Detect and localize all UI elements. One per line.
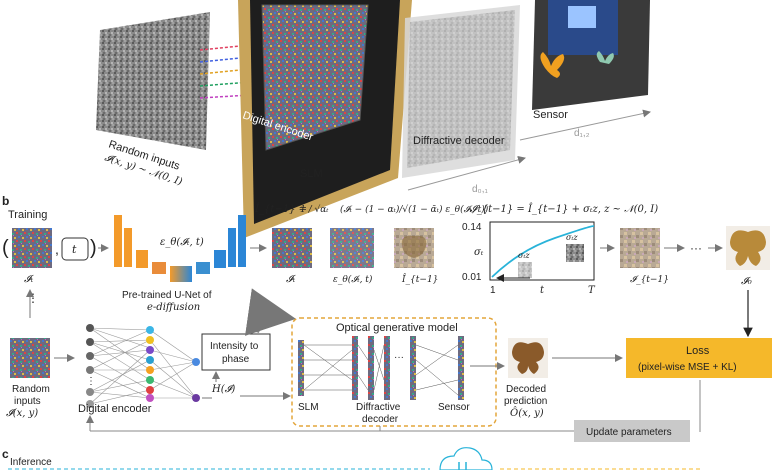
diffractive-decoder-3d-label: Diffractive decoder	[413, 135, 505, 147]
unet-caption-2: e-diffusion	[147, 302, 200, 313]
cloud-icon	[439, 447, 493, 470]
plot-x1: 1	[490, 285, 496, 296]
comma: ,	[55, 241, 59, 257]
it-label-left: 𝓘ₜ	[24, 274, 34, 285]
ellipsis: ···	[690, 241, 702, 255]
loss-label-1: Loss	[686, 345, 710, 357]
plot-xT: T	[588, 285, 596, 296]
t-box-label: t	[72, 243, 77, 256]
d01-label: d₀,₁	[472, 184, 488, 195]
sigma-curve	[491, 225, 595, 278]
decoded-label-3: Ô(x, y)	[510, 407, 544, 419]
plot-ylabel: σₜ	[474, 247, 484, 258]
t-box	[61, 237, 89, 261]
optical-model-box	[291, 317, 497, 427]
panel-b: b Training ( , t ) 𝓘ₜ ε_θ(𝓘ₜ, t) Pre-tra…	[2, 194, 772, 442]
plot-sigma-z-large: σₜz	[566, 233, 578, 242]
vdots-2: ⋮	[86, 376, 96, 387]
random-inputs-b-3: 𝓘(x, y)	[6, 408, 38, 419]
decoded-label-2: prediction	[504, 396, 547, 407]
loss-label-2: (pixel-wise MSE + KL)	[638, 362, 737, 373]
optical-layers	[298, 336, 464, 400]
random-input-image	[10, 338, 50, 378]
butterfly-i0	[730, 230, 766, 266]
vdots-1: ⋮	[27, 291, 39, 305]
panel-b-letter: b	[2, 194, 9, 208]
optical-sensor-label: Sensor	[438, 402, 470, 413]
sensor-3d-label: Sensor	[533, 109, 568, 121]
butterfly-sensor-1	[540, 52, 565, 78]
unet-caption-1: Pre-trained U-Net of	[122, 290, 212, 301]
unet-eps-label: ε_θ(𝓘ₜ, t)	[160, 237, 204, 248]
slm-3d-label: SLM	[300, 168, 323, 180]
butterfly-ihat	[401, 235, 427, 258]
butterfly-sensor-2	[596, 51, 614, 64]
eq1-frac: 1 / √αₜ	[300, 204, 329, 215]
curved-arrow	[245, 288, 296, 336]
sigma-z-large-patch	[566, 244, 584, 262]
distance-d01-line	[407, 155, 526, 191]
optical-connections	[303, 344, 459, 396]
optical-title: Optical generative model	[336, 322, 458, 334]
diffractive-label-2: decoder	[362, 414, 399, 425]
diffractive-label-1: Diffractive	[356, 402, 401, 413]
img-eps	[330, 228, 374, 268]
eq2: 𝓘_{t−1} = Î_{t−1} + σₜz, z ~ 𝒩(0, I)	[470, 203, 658, 215]
intensity-label-2: phase	[222, 354, 250, 365]
update-parameters-box	[574, 420, 690, 442]
it-minus1-label: 𝓘_{t−1}	[630, 275, 669, 285]
loss-box	[626, 338, 772, 378]
slm-active-area	[261, 4, 369, 151]
plot-ymax: 0.14	[462, 222, 482, 233]
close-paren: )	[90, 237, 97, 259]
eq1-rhs: (𝓘ₜ − (1 − αₜ)/√(1 − ᾱₜ) ε_θ(𝓘ₜ, t))	[340, 204, 489, 215]
i0-label: 𝓘₀	[741, 276, 752, 287]
panel-c-letter: c	[2, 447, 9, 461]
d12-label: d₁,₂	[574, 128, 590, 139]
inference-label: Inference	[10, 457, 52, 468]
img-it	[272, 228, 312, 268]
optical-ellipsis: ···	[394, 352, 404, 363]
open-paren: (	[2, 237, 9, 259]
img-ihat-label: Î_{t−1}	[401, 273, 438, 285]
unet-diagram	[114, 215, 246, 282]
digital-encoder-b-label: Digital encoder	[78, 403, 152, 415]
eq1-lhs: Î_{t−1} =	[254, 203, 307, 215]
panel-a: Random inputs 𝓘(x, y) ~ 𝒩(0, I) Digital …	[96, 0, 651, 238]
random-input-card	[96, 12, 210, 150]
random-inputs-b-2: inputs	[14, 396, 41, 407]
panel-c: c Inference	[2, 447, 700, 470]
plot-xt: t	[540, 285, 545, 296]
decoded-label-1: Decoded	[506, 384, 546, 395]
butterfly-decoded	[512, 342, 544, 374]
training-label: Training	[8, 209, 47, 221]
plot-sigma-z-small: σₜz	[518, 251, 530, 260]
digital-encoder-network	[89, 327, 197, 405]
encoder-nodes	[86, 324, 200, 408]
random-inputs-b-1: Random	[12, 384, 50, 395]
intensity-label-1: Intensity to	[210, 341, 259, 352]
optical-slm-label: SLM	[298, 402, 319, 413]
img-it-label: 𝓘ₜ	[286, 274, 296, 285]
img-eps-label: ε_θ(𝓘ₜ, t)	[333, 274, 373, 285]
sigma-plot	[489, 221, 595, 282]
intensity-to-phase-box	[201, 333, 271, 371]
h-label: H(𝓘)	[211, 384, 235, 395]
input-noisy-image	[12, 228, 52, 268]
update-label: Update parameters	[586, 427, 672, 438]
plot-ymin: 0.01	[462, 272, 482, 283]
img-it-minus1	[620, 228, 660, 268]
distance-d12-line	[519, 109, 651, 141]
sigma-z-small-patch	[518, 262, 532, 278]
